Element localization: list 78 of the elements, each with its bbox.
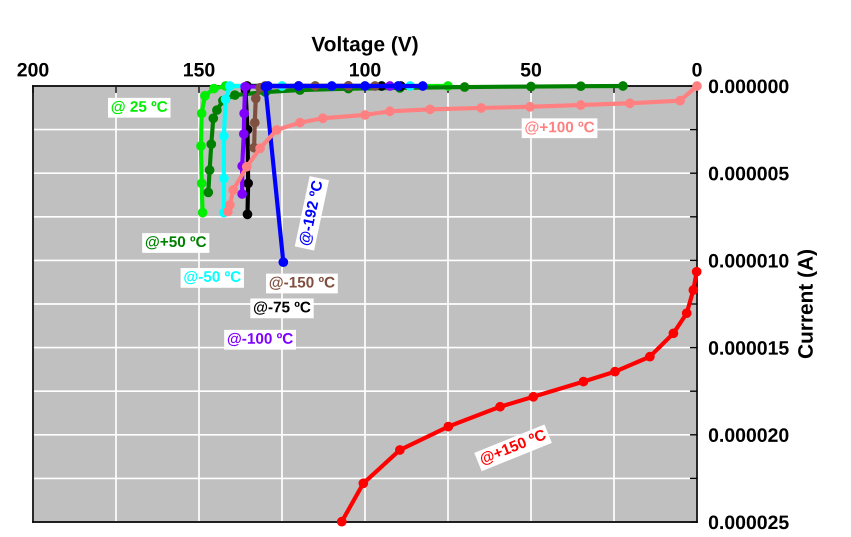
point xyxy=(272,125,282,135)
point xyxy=(225,81,235,91)
point xyxy=(625,98,635,108)
point xyxy=(250,94,261,104)
y-tick-label: 0.000005 xyxy=(708,166,789,180)
text: @-100 ºC xyxy=(228,332,293,346)
point xyxy=(250,118,260,128)
text: @-150 ºC xyxy=(270,276,335,290)
point xyxy=(460,82,470,92)
point xyxy=(255,143,265,154)
point xyxy=(230,90,240,100)
point xyxy=(220,94,230,104)
y-tick-label: 0.000000 xyxy=(708,79,788,94)
point xyxy=(526,82,536,92)
y-tick-label: 0.000025 xyxy=(708,515,789,530)
point xyxy=(610,366,620,377)
y-tick-label: 0.000020 xyxy=(708,428,788,442)
point xyxy=(318,113,328,124)
point xyxy=(578,376,588,386)
point xyxy=(239,108,250,118)
point xyxy=(682,308,692,318)
point xyxy=(209,84,219,94)
x-tick-label: 50 xyxy=(520,62,542,77)
point xyxy=(196,108,207,118)
point xyxy=(418,81,428,91)
point xyxy=(295,118,305,128)
point xyxy=(242,162,252,172)
point xyxy=(360,110,370,120)
point xyxy=(618,81,628,91)
point xyxy=(206,139,216,150)
point xyxy=(476,103,486,113)
point xyxy=(208,113,218,124)
point xyxy=(576,100,586,110)
point xyxy=(525,102,535,112)
point xyxy=(675,96,685,106)
point xyxy=(644,352,655,362)
point xyxy=(336,516,347,527)
text: @-50 ºC xyxy=(184,270,241,284)
point xyxy=(219,131,229,141)
point xyxy=(242,209,252,220)
point xyxy=(196,178,207,188)
point xyxy=(395,445,405,455)
point xyxy=(443,422,454,432)
point xyxy=(688,285,698,295)
x-tick-label: 0 xyxy=(692,62,702,77)
point xyxy=(200,90,210,101)
point xyxy=(225,200,235,210)
point xyxy=(668,328,678,338)
x-tick-label: 200 xyxy=(17,62,48,77)
point xyxy=(425,104,435,114)
point xyxy=(692,266,702,277)
point xyxy=(243,178,253,188)
point xyxy=(219,174,229,184)
y-axis-title: Current (A) xyxy=(798,250,817,358)
x-tick-label: 100 xyxy=(350,62,380,77)
series-label: @+100 ºC xyxy=(525,121,594,135)
series-label: @ 25 ºC xyxy=(112,100,168,114)
text: @-192 ºC xyxy=(298,180,325,246)
point xyxy=(203,188,214,198)
point xyxy=(528,392,538,402)
text: @+50 ºC xyxy=(146,236,206,250)
point xyxy=(358,478,368,488)
point xyxy=(238,129,249,139)
point xyxy=(576,81,586,92)
point xyxy=(237,189,248,199)
point xyxy=(196,141,206,151)
x-axis-title: Voltage (V) xyxy=(312,36,418,56)
point xyxy=(212,105,222,115)
point xyxy=(228,185,238,195)
text: @-75 ºC xyxy=(254,301,310,315)
point xyxy=(204,165,214,175)
point xyxy=(385,106,395,116)
point xyxy=(495,402,505,412)
y-tick-label: 0.000015 xyxy=(708,341,789,355)
point xyxy=(198,208,208,218)
y-tick-label: 0.000010 xyxy=(708,254,788,268)
x-tick-label: 150 xyxy=(184,62,214,77)
point xyxy=(278,257,288,268)
